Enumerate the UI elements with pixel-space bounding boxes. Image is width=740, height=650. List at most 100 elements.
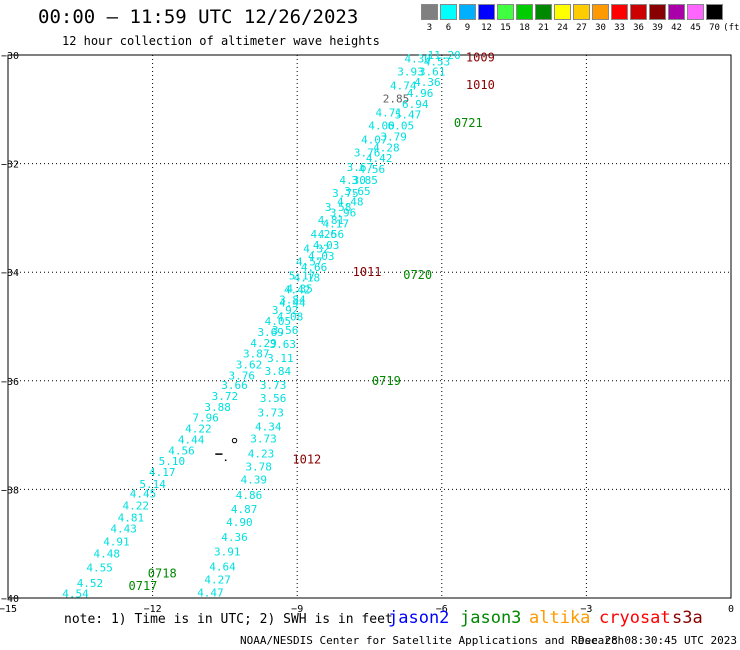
satellite-legend-jason2: jason2 xyxy=(388,608,450,628)
swh-label: 4.96 xyxy=(407,87,434,100)
swh-label: 4.56 xyxy=(318,228,345,241)
scale-label: 45 xyxy=(690,23,701,33)
swh-label: 3.85 xyxy=(351,174,378,187)
swh-label: 4.30 xyxy=(339,174,366,187)
swh-label: 2.85 xyxy=(383,92,410,105)
scale-swatch xyxy=(706,4,723,20)
swh-label: 3.96 xyxy=(330,206,357,219)
swh-label: 4.18 xyxy=(294,272,321,285)
scale-unit: (ft) xyxy=(723,23,740,33)
scale-swatch xyxy=(421,4,438,20)
swh-label: 3.91 xyxy=(214,545,241,558)
swh-label: 4.57 xyxy=(296,255,323,268)
swh-label: 4.03 xyxy=(308,250,335,263)
swh-label: 6.94 xyxy=(402,98,429,111)
map-frame xyxy=(7,54,732,599)
swh-label: 4.39 xyxy=(241,474,268,487)
scale-label: 36 xyxy=(633,23,644,33)
swh-label: 4.47 xyxy=(197,587,224,600)
swh-label: 4.90 xyxy=(226,516,253,529)
swh-label: 3.63 xyxy=(269,338,296,351)
swh-label: 4.03 xyxy=(313,239,340,252)
pass-time-label: 1011 xyxy=(353,265,382,279)
swh-label: 4.22 xyxy=(185,423,212,436)
swh-label: 3.92 xyxy=(272,304,299,317)
swh-label: 4.44 xyxy=(178,433,205,446)
scale-label: 21 xyxy=(538,23,549,33)
lon-tick-label: −12 xyxy=(144,604,162,615)
page-subtitle: 12 hour collection of altimeter wave hei… xyxy=(62,34,380,48)
lat-tick-label: −32 xyxy=(1,160,19,171)
swh-label: 3.72 xyxy=(212,390,239,403)
swh-label: 4.17 xyxy=(323,217,350,230)
scale-label: 42 xyxy=(671,23,682,33)
swh-label: 5.10 xyxy=(159,455,186,468)
swh-label: 4.05 xyxy=(265,315,292,328)
scale-swatch xyxy=(440,4,457,20)
scale-label: 24 xyxy=(557,23,568,33)
swh-label: 3.76 xyxy=(229,369,256,382)
swh-label: 4.74 xyxy=(390,79,417,92)
swh-label: 4.56 xyxy=(168,444,195,457)
island-marker xyxy=(231,437,238,444)
swh-label: 3.88 xyxy=(204,401,231,414)
lon-tick-label: −3 xyxy=(580,604,592,615)
pass-time-label: 0721 xyxy=(454,116,483,130)
lon-tick-label: −9 xyxy=(291,604,303,615)
scale-swatch xyxy=(573,4,590,20)
swh-label: 4.56 xyxy=(359,163,386,176)
swh-label: 4.00 xyxy=(368,120,395,133)
swh-label: 4.28 xyxy=(373,141,400,154)
swh-label: 3.84 xyxy=(279,293,306,306)
scale-swatch xyxy=(630,4,647,20)
scale-swatch xyxy=(535,4,552,20)
scale-label: 39 xyxy=(652,23,663,33)
swh-label: 4.26 xyxy=(310,228,337,241)
scale-swatch xyxy=(478,4,495,20)
swh-label: 3.69 xyxy=(257,326,284,339)
swh-label: 3.78 xyxy=(245,461,272,474)
page-title: 00:00 – 11:59 UTC 12/26/2023 xyxy=(38,6,359,28)
lon-tick-label: −15 xyxy=(0,604,17,615)
swh-label: 4.17 xyxy=(149,466,176,479)
swh-label: 4.55 xyxy=(86,562,113,575)
swh-label: 4.32 xyxy=(303,242,330,255)
swh-label: 11.20 xyxy=(428,49,461,62)
swh-label: 3.87 xyxy=(243,348,270,361)
credit-line: NOAA/NESDIS Center for Satellite Applica… xyxy=(240,634,625,647)
swh-label: 4.43 xyxy=(110,522,137,535)
swh-label: 3.93 xyxy=(397,65,424,78)
swh-label: 4.27 xyxy=(204,574,231,587)
swh-label: 4.81 xyxy=(118,512,145,525)
swh-label: 4.86 xyxy=(236,489,263,502)
swh-label: 6.05 xyxy=(388,120,415,133)
scale-label: 70 xyxy=(709,23,720,33)
swh-label: 3.79 xyxy=(380,130,407,143)
scale-swatch xyxy=(687,4,704,20)
swh-label: 4.48 xyxy=(94,547,121,560)
swh-label: 3.76 xyxy=(354,147,381,160)
swh-label: 3.58 xyxy=(325,201,352,214)
swh-label: 4.30 xyxy=(404,52,431,65)
satellite-legend-altika: altika xyxy=(529,608,591,628)
swh-label: 4.36 xyxy=(414,76,441,89)
swh-label: 4.66 xyxy=(301,261,328,274)
swh-label: 4.36 xyxy=(221,531,248,544)
satellite-legend-s3a: s3a xyxy=(672,608,703,628)
pass-time-label: 1009 xyxy=(466,51,495,65)
pass-time-label: 0717 xyxy=(129,579,158,593)
swh-label: 5.14 xyxy=(139,478,166,491)
scale-label: 33 xyxy=(614,23,625,33)
satellite-legend-cryosat: cryosat xyxy=(599,608,671,628)
scale-swatch xyxy=(516,4,533,20)
lat-tick-label: −36 xyxy=(1,377,19,388)
lat-tick-label: −30 xyxy=(1,51,19,62)
swh-label: 3.73 xyxy=(250,432,277,445)
swh-label: 4.23 xyxy=(248,448,275,461)
pass-time-label: 1012 xyxy=(292,453,321,467)
lon-tick-label: −6 xyxy=(436,604,448,615)
pass-time-label: 0719 xyxy=(372,374,401,388)
lat-tick-label: −40 xyxy=(1,594,19,605)
swh-label: 4.64 xyxy=(209,561,236,574)
scale-label: 12 xyxy=(481,23,492,33)
